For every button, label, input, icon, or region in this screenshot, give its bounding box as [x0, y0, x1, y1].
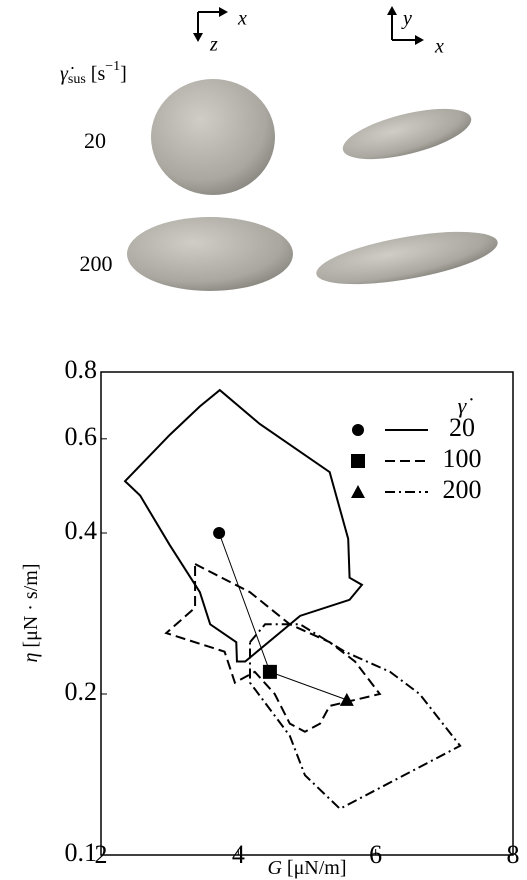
- shear-close: ]: [120, 63, 127, 85]
- cell-shape: [127, 217, 293, 291]
- shear-label: γ̇sus[s−1]: [60, 59, 127, 87]
- cell-shape: [338, 99, 476, 170]
- legend-marker: [351, 454, 365, 468]
- contour: [125, 390, 362, 661]
- mean-trajectory: [219, 533, 347, 700]
- axis-letter: z: [209, 34, 218, 56]
- x-label-symbol: G: [267, 857, 282, 879]
- cell-shape: [313, 221, 501, 294]
- axis-letter: y: [401, 8, 412, 30]
- legend-marker: [352, 424, 364, 436]
- axis-letter: x: [237, 8, 247, 30]
- marker: [263, 665, 277, 679]
- y-tick-label: 0.6: [65, 422, 98, 451]
- y-tick-label: 0.1: [65, 838, 98, 867]
- legend-label: 200: [443, 475, 482, 504]
- legend-label: 20: [449, 413, 475, 442]
- y-axis-label: η [μN · s/m]: [20, 564, 42, 663]
- shear-unit: [s: [91, 63, 106, 85]
- axis-letter: x: [434, 36, 444, 58]
- x-tick-label: 6: [369, 840, 382, 869]
- contour: [250, 624, 460, 809]
- legend-label: 100: [443, 444, 482, 473]
- y-tick-label: 0.4: [65, 516, 98, 545]
- shear-exp: −1: [105, 59, 120, 74]
- legend-marker: [351, 485, 365, 498]
- x-label-unit: [μN/m]: [287, 857, 347, 879]
- marker: [340, 693, 354, 706]
- figure: x z y x γ̇sus[s−1] 20 200 24680.10.20.40…: [0, 0, 527, 880]
- shear-sub: sus: [68, 72, 86, 87]
- row-label: 20: [84, 128, 106, 153]
- x-tick-label: 4: [232, 840, 245, 869]
- y-label-symbol: η: [20, 652, 42, 662]
- y-label-unit: [μN · s/m]: [20, 564, 42, 648]
- marker: [213, 527, 225, 539]
- y-tick-label: 0.8: [65, 355, 98, 384]
- row-label: 200: [80, 251, 113, 276]
- panel-a: x z y x γ̇sus[s−1] 20 200: [60, 6, 501, 295]
- y-tick-label: 0.2: [65, 677, 98, 706]
- x-axis-label: G[μN/m]: [267, 857, 346, 879]
- x-tick-label: 8: [507, 840, 520, 869]
- cell-shape: [151, 79, 275, 195]
